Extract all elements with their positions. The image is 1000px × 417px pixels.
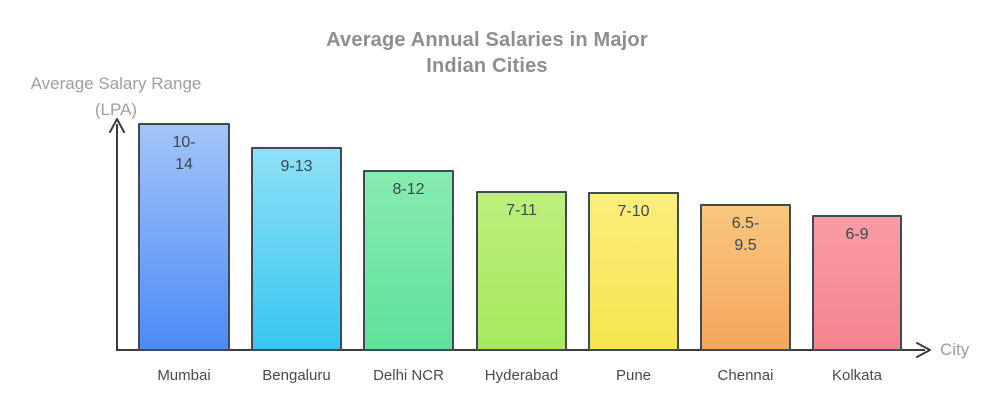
city-label: Mumbai <box>157 367 211 384</box>
city-label: Hyderabad <box>484 367 559 384</box>
bar: 7-11 <box>476 191 567 351</box>
chart-title-line1: Average Annual Salaries in Major <box>326 29 648 51</box>
y-axis-label-line1: Average Salary Range <box>30 74 202 93</box>
bar-range-label: 6.5- 9.5 <box>731 215 760 255</box>
city-label: Delhi NCR <box>373 367 444 384</box>
city-label: Kolkata <box>831 367 883 384</box>
bar: 6.5- 9.5 <box>700 204 791 351</box>
bar: 10- 14 <box>138 123 230 351</box>
y-axis-label-line2: (LPA) <box>94 100 138 120</box>
bar-range-label: 9-13 <box>280 158 313 175</box>
bar-range-label: 8-12 <box>392 181 425 198</box>
bar-range-label: 6-9 <box>845 226 869 243</box>
bar: 7-10 <box>588 192 679 351</box>
bar-range-label: 10- 14 <box>172 134 196 174</box>
city-label: Pune <box>615 367 652 384</box>
bar: 8-12 <box>363 170 454 351</box>
chart-title: Average Annual Salaries in Major Indian … <box>237 28 737 79</box>
city-label: Chennai <box>717 367 774 384</box>
bar-range-label: 7-10 <box>617 203 650 220</box>
y-axis-label: Average Salary Range (LPA) <box>16 71 216 124</box>
bar: 6-9 <box>812 215 902 351</box>
x-axis-arrow-icon <box>916 342 931 358</box>
bar-range-label: 7-11 <box>506 202 537 219</box>
city-label: Bengaluru <box>262 367 331 384</box>
bar: 9-13 <box>251 147 342 351</box>
x-axis-label: City <box>940 340 970 359</box>
chart-title-line2: Indian Cities <box>426 54 548 77</box>
